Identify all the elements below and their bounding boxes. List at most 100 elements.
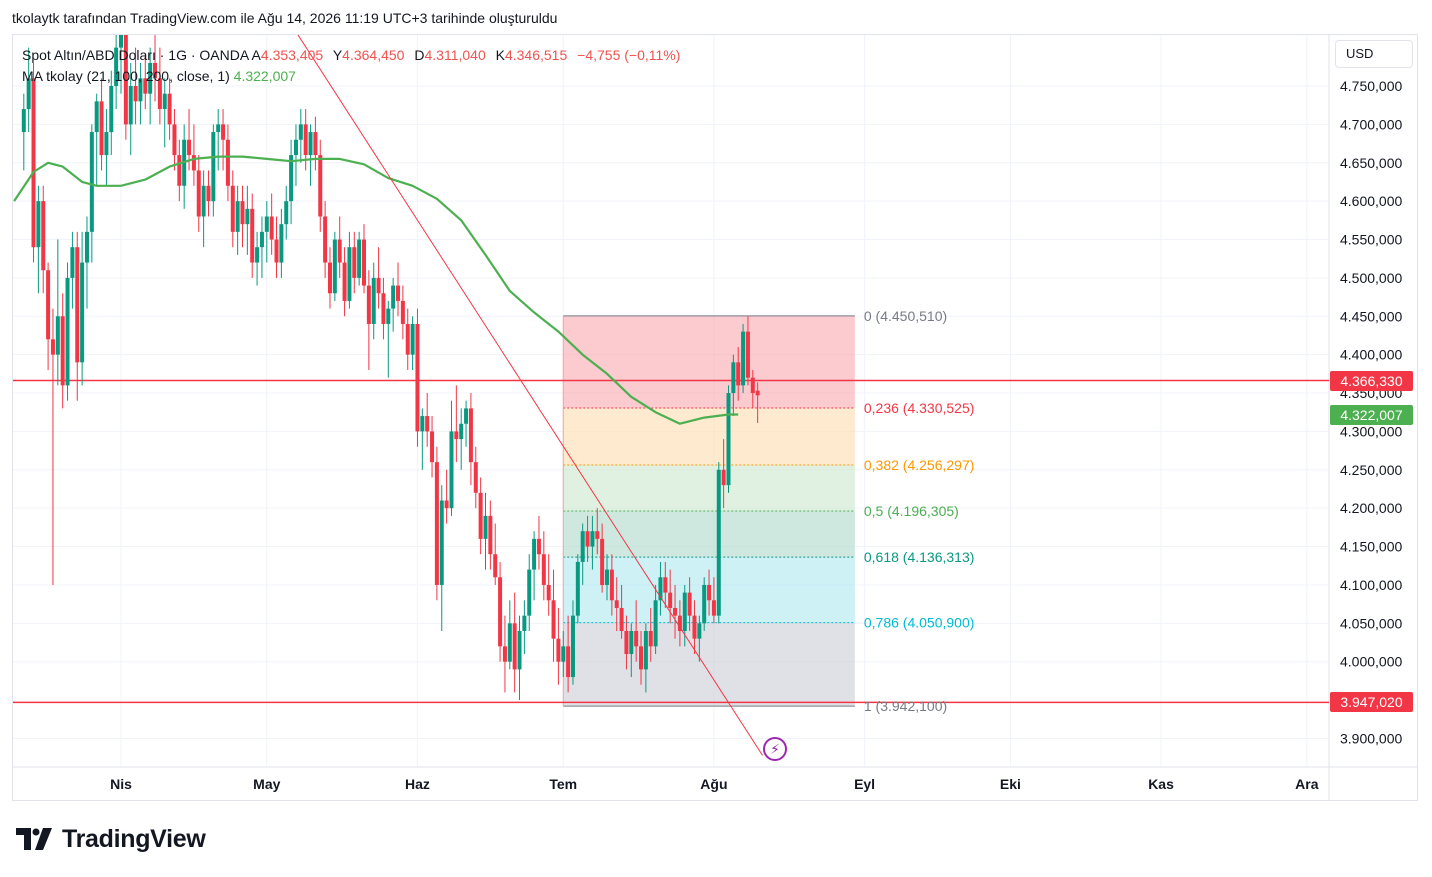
trendline [297,35,763,756]
time-tick-label: May [253,776,280,792]
price-tick-label: 4.300,000 [1340,423,1402,439]
tradingview-logo-text: TradingView [62,824,206,853]
candle-body [697,623,702,639]
candle-body [668,592,673,608]
time-tick-label: Haz [405,776,430,792]
candle-body [585,531,590,547]
candle-body [225,139,230,186]
candle-body [123,35,128,125]
candle-body [400,300,405,324]
legend-open-label: A [251,47,261,63]
candle-body [561,646,566,662]
candle-body [721,469,726,486]
candle-body [619,607,624,631]
price-tick-label: 4.750,000 [1340,78,1402,94]
flash-alert-icon[interactable]: ⚡ [763,737,787,761]
candle-body [658,577,663,601]
fib-level-label: 0,382 (4.256,297) [864,457,975,473]
candle-body [711,600,716,616]
candle-body [157,78,162,110]
candle-body [114,47,119,86]
time-tick-label: Ara [1295,776,1319,792]
candle-body [741,331,746,386]
candle-body [293,139,298,156]
candle-body [119,35,123,48]
candle-body [221,124,226,140]
candle-body [391,285,396,309]
candle-body [196,170,201,217]
candle-body [580,531,585,562]
candle-body [323,216,328,263]
fib-level-label: 0,618 (4.136,313) [864,549,975,565]
candle-body [26,78,31,110]
candle-body [522,615,527,631]
candle-body [483,515,488,539]
candle-body [673,607,678,616]
candle-body [337,239,342,263]
candle-body [55,316,60,355]
candle-body [153,62,158,79]
candle-body [250,208,255,263]
candle-body [191,155,196,171]
candle-body [31,78,36,248]
candle-body [230,185,235,232]
legend-ma-label[interactable]: MA tkolay (21, 100, 200, close, 1) [22,68,230,84]
price-tick-label: 4.200,000 [1340,500,1402,516]
candle-body [556,638,561,662]
moving-average-line [13,155,739,425]
legend-close-label: K [495,47,505,63]
fib-zone [563,315,855,408]
candle-body [687,592,692,616]
candle-body [434,462,439,585]
candle-body [148,62,153,94]
price-tick-label: 4.250,000 [1340,462,1402,478]
candle-body [46,270,51,340]
tradingview-logo[interactable]: TradingView [16,824,206,854]
price-tick-label: 4.700,000 [1340,116,1402,132]
chart-frame[interactable] [12,34,1418,801]
candle-body [682,592,687,631]
time-tick-label: Ağu [700,776,727,792]
candle-body [517,630,522,670]
candle-body [473,462,478,493]
candle-body [50,339,55,355]
price-tick-label: 3.900,000 [1340,730,1402,746]
candle-body [187,139,192,156]
candle-body [755,390,760,396]
candle-body [590,531,595,547]
candle-body [405,323,410,355]
candle-body [259,231,264,248]
candle-body [575,561,580,616]
candle-body [303,124,308,156]
candle-body [240,201,245,225]
candle-body [357,239,362,278]
time-axis: Nis May Haz Tem Ağu Eyl Eki Kas Ara [110,776,1319,792]
candle-body [89,132,94,232]
legend-ma-row: MA tkolay (21, 100, 200, close, 1) 4.322… [22,66,686,87]
candle-body [264,216,269,232]
legend-ma-value: 4.322,007 [233,68,296,84]
fib-level-label: 0 (4.450,510) [864,308,947,324]
candle-body [653,600,658,647]
candle-body [104,132,109,156]
price-tick-label: 4.650,000 [1340,155,1402,171]
fib-level-label: 1 (3.942,100) [864,698,947,714]
candle-body [206,185,211,202]
price-tick-label: 4.600,000 [1340,193,1402,209]
legend-open: 4.353,405 [260,47,324,63]
time-tick-label: Eyl [854,776,875,792]
candle-body [464,408,469,424]
candle-body [289,155,294,202]
legend-ohlc-row: Spot Altın/ABD Doları · 1G · OANDA A4.35… [22,45,686,66]
candle-body [512,623,517,670]
candle-body [172,124,177,156]
candle-body [415,323,420,432]
candle-body [502,646,507,662]
candle-body [167,93,172,125]
legend-symbol[interactable]: Spot Altın/ABD Doları · 1G · OANDA [22,47,249,63]
currency-selector[interactable]: USD [1335,40,1413,68]
price-axis: 4.750,000 4.700,000 4.650,000 4.600,000 4.55… [1340,78,1402,746]
candle-body [614,600,619,608]
candle-body [211,132,216,202]
